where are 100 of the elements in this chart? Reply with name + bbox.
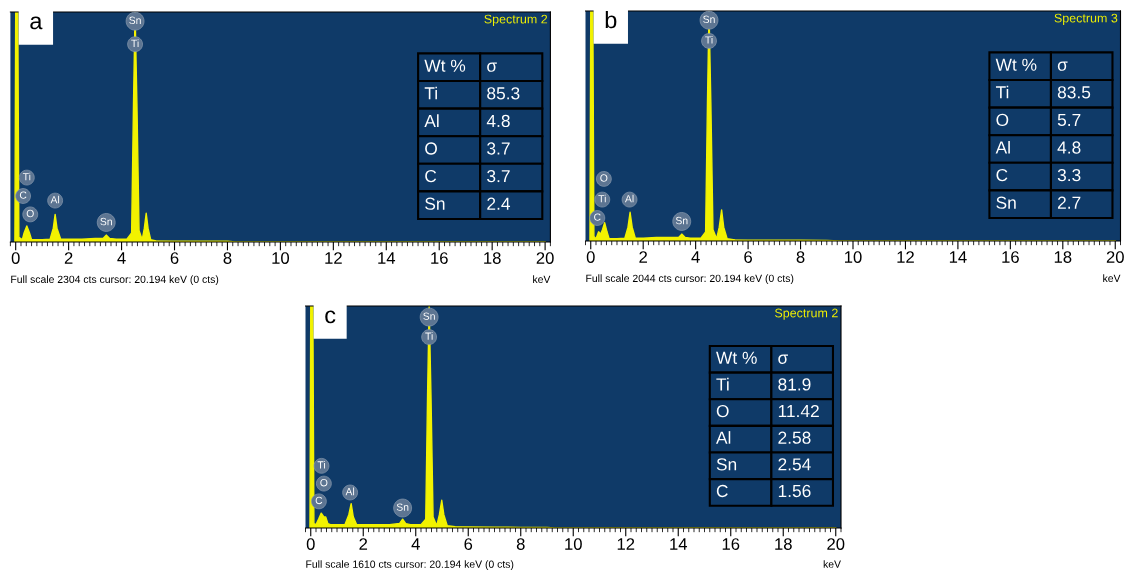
x-tick-label: 2 bbox=[639, 251, 647, 263]
annotation: Ti bbox=[131, 39, 139, 47]
x-tick-label: 12 bbox=[897, 251, 914, 263]
annotation: Sn bbox=[396, 503, 409, 511]
x-tick-label: 0 bbox=[306, 538, 315, 550]
annotation: C bbox=[716, 484, 728, 498]
x-tick-label: 8 bbox=[516, 538, 525, 550]
annotation: Ti bbox=[716, 377, 729, 391]
x-axis-title: keV bbox=[533, 275, 551, 283]
annotation: C bbox=[315, 496, 323, 505]
annotation: 11.42 bbox=[778, 404, 819, 418]
annotation: 85.3 bbox=[487, 87, 520, 100]
x-tick-label: 8 bbox=[223, 252, 232, 264]
annotation: 3.7 bbox=[487, 142, 510, 155]
annotation: Ti bbox=[317, 460, 325, 469]
annotation: 3.3 bbox=[1057, 168, 1081, 182]
annotation: 2.58 bbox=[778, 431, 811, 444]
text: Full scale 2044 cts cursor: 20.194 keV (0 cts) bbox=[586, 274, 794, 285]
x-tick-label: 16 bbox=[431, 252, 448, 264]
x-tick-label: 20 bbox=[536, 252, 554, 264]
annotation: Sn bbox=[675, 216, 688, 225]
x-tick-label: 2 bbox=[359, 538, 368, 550]
annotation: Al bbox=[624, 194, 634, 203]
x-tick-label: 16 bbox=[1002, 251, 1019, 263]
annotation: O bbox=[600, 174, 608, 182]
chart-subtitle: Spectrum 2 bbox=[774, 308, 838, 320]
chart-title: c bbox=[325, 310, 336, 324]
annotation: 5.7 bbox=[1057, 113, 1081, 127]
annotation: C bbox=[425, 169, 437, 183]
annotation: σ bbox=[778, 354, 788, 364]
annotation: O bbox=[320, 479, 328, 487]
annotation: 3.7 bbox=[487, 169, 510, 183]
annotation: C bbox=[996, 168, 1008, 182]
annotation: Ti bbox=[424, 86, 437, 100]
x-tick-label: 16 bbox=[722, 538, 740, 550]
x-tick-label: 0 bbox=[586, 251, 595, 263]
annotation: Ti bbox=[995, 85, 1009, 99]
annotation: Al bbox=[716, 431, 731, 444]
chart-subtitle: Spectrum 2 bbox=[484, 14, 548, 26]
x-tick-label: 4 bbox=[117, 252, 126, 264]
annotation: Wt % bbox=[995, 58, 1037, 71]
annotation: C bbox=[19, 191, 27, 199]
x-tick-label: 0 bbox=[11, 252, 20, 264]
annotation: Sn bbox=[425, 197, 445, 210]
annotation: O bbox=[996, 113, 1009, 127]
x-tick-label: 20 bbox=[827, 538, 845, 550]
annotation: O bbox=[26, 209, 34, 218]
annotation: C bbox=[594, 213, 601, 221]
annotation: σ bbox=[487, 62, 497, 72]
annotation: Al bbox=[50, 195, 60, 204]
x-tick-label: 10 bbox=[565, 538, 582, 550]
x-tick-label: 18 bbox=[1054, 251, 1072, 263]
annotation: Sn bbox=[996, 196, 1016, 209]
annotation: Sn bbox=[129, 16, 141, 24]
annotation: Al bbox=[995, 140, 1010, 154]
annotation: 2.7 bbox=[1057, 196, 1081, 209]
annotation: Wt % bbox=[716, 351, 757, 364]
x-tick-label: 18 bbox=[484, 252, 501, 264]
annotation: O bbox=[716, 404, 729, 418]
annotation: 2.4 bbox=[487, 197, 511, 210]
x-tick-label: 6 bbox=[464, 538, 473, 550]
annotation: O bbox=[425, 142, 437, 155]
x-tick-label: 14 bbox=[949, 251, 967, 263]
annotation: Sn bbox=[703, 15, 715, 23]
annotation: Ti bbox=[425, 332, 433, 340]
x-tick-label: 10 bbox=[845, 251, 862, 263]
x-axis-title: keV bbox=[823, 560, 841, 568]
x-tick-label: 12 bbox=[325, 252, 342, 264]
chart-subtitle: Spectrum 3 bbox=[1054, 13, 1118, 25]
annotation: 1.56 bbox=[778, 484, 811, 498]
annotation: 4.8 bbox=[1057, 141, 1081, 154]
x-tick-label: 8 bbox=[796, 251, 805, 263]
annotation: 83.5 bbox=[1057, 86, 1091, 99]
annotation: Sn bbox=[716, 458, 737, 471]
annotation: 2.54 bbox=[778, 458, 811, 471]
annotation: Ti bbox=[598, 194, 606, 203]
x-axis-title: keV bbox=[1103, 274, 1121, 282]
x-tick-label: 4 bbox=[691, 251, 700, 263]
annotation: 81.9 bbox=[778, 378, 811, 391]
text: Full scale 2304 cts cursor: 20.194 keV (0 cts) bbox=[11, 275, 219, 286]
x-tick-label: 18 bbox=[775, 538, 792, 550]
x-tick-label: 20 bbox=[1106, 251, 1124, 263]
annotation: Sn bbox=[423, 312, 435, 320]
x-tick-label: 14 bbox=[378, 252, 396, 264]
chart-title: b bbox=[605, 11, 617, 29]
x-tick-label: 2 bbox=[64, 252, 73, 264]
annotation: σ bbox=[1057, 61, 1068, 71]
annotation: Ti bbox=[22, 172, 31, 181]
annotation: Sn bbox=[100, 217, 112, 226]
x-tick-label: 12 bbox=[617, 538, 635, 550]
x-tick-label: 6 bbox=[170, 252, 179, 264]
annotation: Wt % bbox=[424, 59, 466, 72]
annotation: Al bbox=[424, 114, 439, 127]
x-tick-label: 14 bbox=[670, 538, 688, 550]
x-tick-label: 10 bbox=[272, 252, 290, 264]
annotation: Ti bbox=[705, 36, 713, 44]
x-tick-label: 6 bbox=[744, 251, 752, 263]
chart-title: a bbox=[30, 16, 43, 30]
text: Full scale 1610 cts cursor: 20.194 keV (0 cts) bbox=[306, 560, 514, 570]
annotation: 4.8 bbox=[486, 114, 510, 128]
